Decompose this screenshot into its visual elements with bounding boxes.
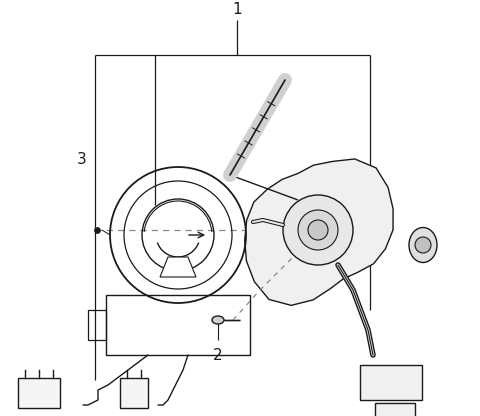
- Circle shape: [283, 195, 353, 265]
- Text: 3: 3: [77, 153, 87, 168]
- Bar: [120, 378, 148, 408]
- Bar: [106, 295, 250, 355]
- Bar: [375, 403, 415, 416]
- Bar: [88, 310, 106, 340]
- Circle shape: [298, 210, 338, 250]
- Ellipse shape: [212, 316, 224, 324]
- Text: 2: 2: [213, 347, 223, 362]
- Circle shape: [415, 237, 431, 253]
- Text: 1: 1: [232, 2, 242, 17]
- Bar: [18, 378, 60, 408]
- Ellipse shape: [409, 228, 437, 262]
- Polygon shape: [160, 257, 196, 277]
- Circle shape: [308, 220, 328, 240]
- Bar: [360, 365, 422, 400]
- Polygon shape: [245, 159, 393, 305]
